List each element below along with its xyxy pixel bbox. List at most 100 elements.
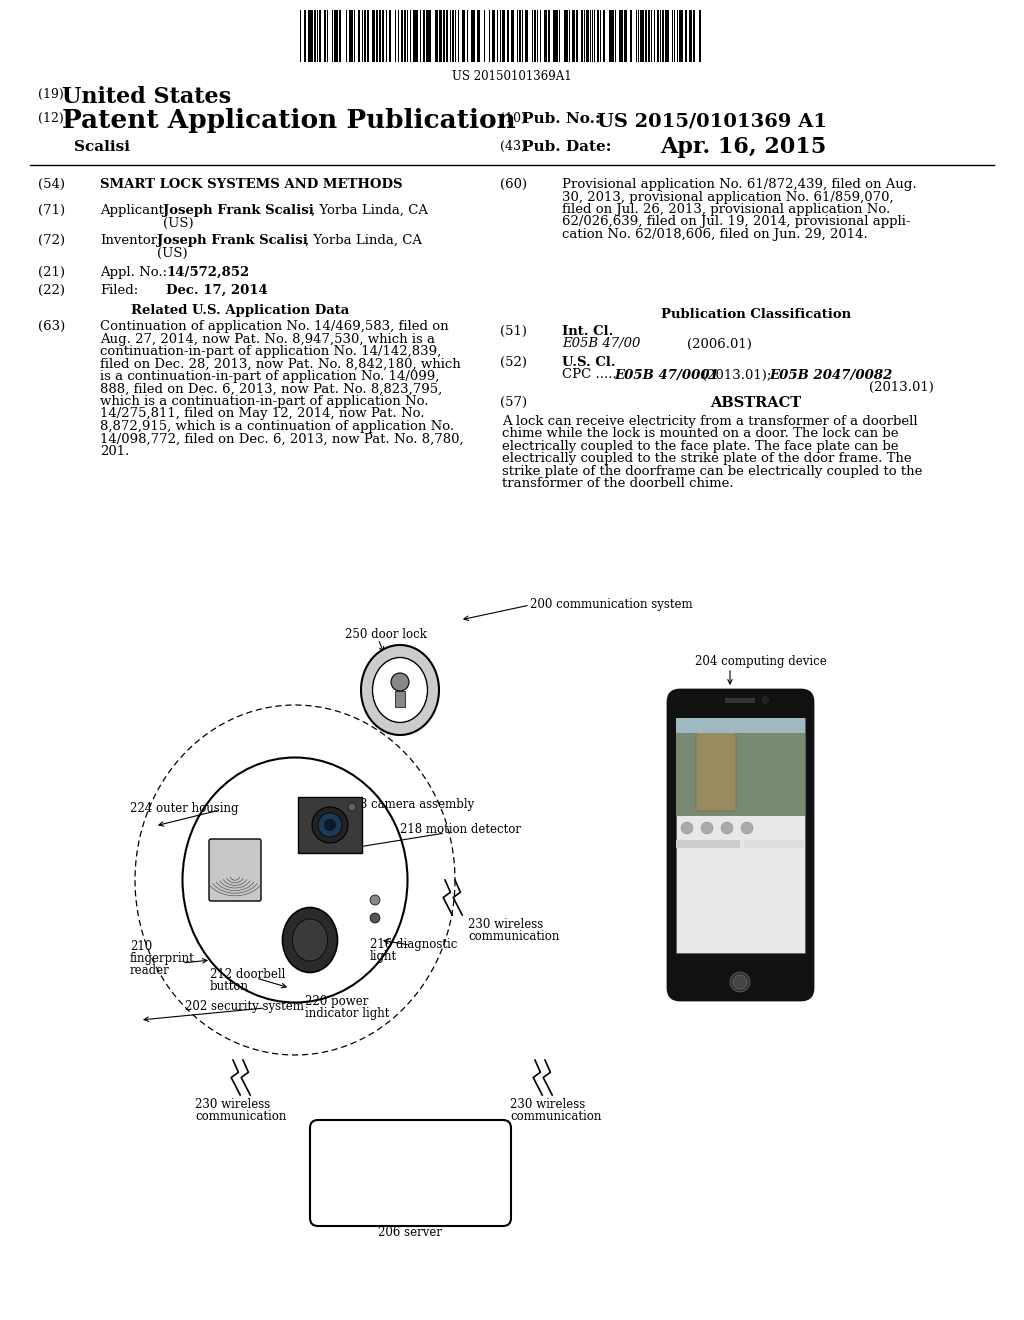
Bar xyxy=(492,11,495,62)
Text: (19): (19) xyxy=(38,88,63,102)
Bar xyxy=(581,11,583,62)
Bar xyxy=(348,11,352,62)
Bar xyxy=(684,11,686,62)
Bar xyxy=(314,11,315,62)
Bar xyxy=(372,11,375,62)
Circle shape xyxy=(391,673,409,690)
Bar xyxy=(423,11,425,62)
Bar xyxy=(410,11,411,62)
Text: is a continuation-in-part of application No. 14/099,: is a continuation-in-part of application… xyxy=(100,370,439,383)
Bar xyxy=(426,11,430,62)
Bar xyxy=(397,11,399,62)
Text: Joseph Frank Scalisi: Joseph Frank Scalisi xyxy=(157,234,308,247)
FancyBboxPatch shape xyxy=(668,690,813,1001)
Text: Continuation of application No. 14/469,583, filed on: Continuation of application No. 14/469,5… xyxy=(100,319,449,333)
Text: Int. Cl.: Int. Cl. xyxy=(562,325,613,338)
Bar xyxy=(334,11,338,62)
Text: Apr. 16, 2015: Apr. 16, 2015 xyxy=(660,136,826,158)
Text: communication: communication xyxy=(468,931,559,942)
Text: (US): (US) xyxy=(157,247,187,260)
Circle shape xyxy=(348,803,356,810)
Bar xyxy=(624,11,627,62)
Text: Related U.S. Application Data: Related U.S. Application Data xyxy=(131,304,349,317)
Bar xyxy=(307,11,312,62)
Bar xyxy=(521,11,523,62)
Bar xyxy=(304,11,305,62)
Text: 212 doorbell: 212 doorbell xyxy=(210,968,286,981)
Bar xyxy=(696,723,736,810)
Bar xyxy=(467,11,468,62)
Bar xyxy=(688,11,691,62)
Bar xyxy=(353,11,355,62)
Text: (22): (22) xyxy=(38,284,65,297)
Bar xyxy=(324,11,326,62)
Bar xyxy=(458,11,459,62)
Text: (57): (57) xyxy=(500,396,527,409)
Text: cation No. 62/018,606, filed on Jun. 29, 2014.: cation No. 62/018,606, filed on Jun. 29,… xyxy=(562,228,867,242)
Bar xyxy=(534,11,536,62)
Bar xyxy=(452,11,454,62)
Text: E05B 2047/0082: E05B 2047/0082 xyxy=(769,368,892,381)
Bar xyxy=(608,11,613,62)
Bar xyxy=(676,840,740,847)
Ellipse shape xyxy=(293,919,328,961)
Text: button: button xyxy=(210,979,249,993)
Circle shape xyxy=(701,822,713,834)
Text: Aug. 27, 2014, now Pat. No. 8,947,530, which is a: Aug. 27, 2014, now Pat. No. 8,947,530, w… xyxy=(100,333,435,346)
Bar xyxy=(725,698,755,704)
Bar xyxy=(553,11,557,62)
Bar xyxy=(400,11,402,62)
Bar xyxy=(404,11,406,62)
Text: 62/026,639, filed on Jul. 19, 2014, provisional appli-: 62/026,639, filed on Jul. 19, 2014, prov… xyxy=(562,215,910,228)
Circle shape xyxy=(730,972,750,993)
Bar xyxy=(676,718,805,816)
Text: US 20150101369A1: US 20150101369A1 xyxy=(453,70,571,83)
Bar xyxy=(662,11,664,62)
Bar xyxy=(597,11,598,62)
Text: 224 outer housing: 224 outer housing xyxy=(130,803,239,814)
Bar xyxy=(656,11,658,62)
Bar xyxy=(525,11,528,62)
Bar xyxy=(698,11,700,62)
Text: E05B 47/00: E05B 47/00 xyxy=(562,338,640,351)
Text: United States: United States xyxy=(62,86,231,108)
Bar xyxy=(477,11,480,62)
Text: (52): (52) xyxy=(500,356,527,370)
Text: 210: 210 xyxy=(130,940,153,953)
Bar xyxy=(653,11,655,62)
Text: US 2015/0101369 A1: US 2015/0101369 A1 xyxy=(597,112,827,129)
Bar xyxy=(358,11,360,62)
Text: (10): (10) xyxy=(500,112,526,125)
Bar xyxy=(679,11,683,62)
Text: chime while the lock is mounted on a door. The lock can be: chime while the lock is mounted on a doo… xyxy=(502,428,898,441)
Bar xyxy=(439,11,442,62)
Text: 204 computing device: 204 computing device xyxy=(695,655,826,668)
Circle shape xyxy=(370,895,380,906)
Bar xyxy=(618,11,623,62)
Circle shape xyxy=(733,975,746,989)
Text: Inventor:: Inventor: xyxy=(100,234,162,247)
Text: indicator light: indicator light xyxy=(305,1007,389,1020)
Text: 201.: 201. xyxy=(100,445,129,458)
Text: communication: communication xyxy=(510,1110,601,1123)
Text: reader: reader xyxy=(130,964,170,977)
Bar xyxy=(446,11,449,62)
Bar xyxy=(376,11,378,62)
Bar xyxy=(586,11,589,62)
Ellipse shape xyxy=(361,645,439,735)
Text: ABSTRACT: ABSTRACT xyxy=(711,396,802,411)
Text: , Yorba Linda, CA: , Yorba Linda, CA xyxy=(311,205,428,216)
Text: 14/275,811, filed on May 12, 2014, now Pat. No.: 14/275,811, filed on May 12, 2014, now P… xyxy=(100,408,425,421)
Bar xyxy=(665,11,669,62)
Text: Filed:: Filed: xyxy=(100,284,138,297)
Bar xyxy=(572,11,575,62)
Text: U.S. Cl.: U.S. Cl. xyxy=(562,356,615,370)
Bar xyxy=(385,11,387,62)
Bar xyxy=(511,11,513,62)
Bar xyxy=(692,11,694,62)
Bar xyxy=(395,690,406,708)
Text: 220 power: 220 power xyxy=(305,995,369,1008)
Text: E05B 47/0001: E05B 47/0001 xyxy=(614,368,719,381)
Text: , Yorba Linda, CA: , Yorba Linda, CA xyxy=(305,234,422,247)
Bar xyxy=(462,11,465,62)
